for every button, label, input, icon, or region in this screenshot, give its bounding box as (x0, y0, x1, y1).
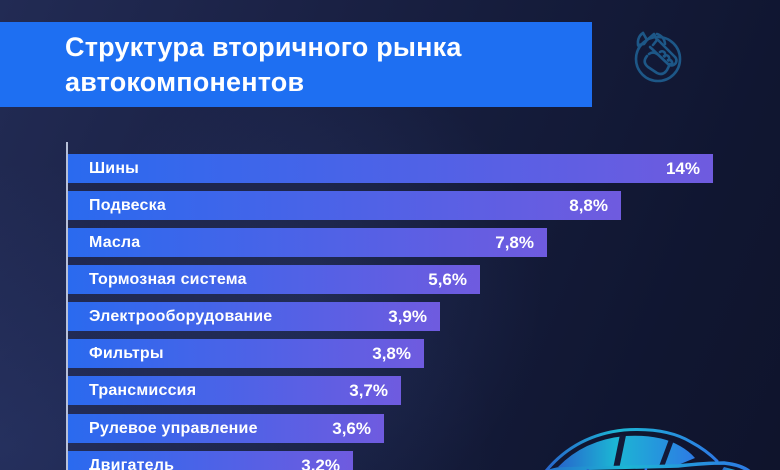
bar-category-label: Электрооборудование (89, 307, 273, 325)
chart-axis-line (66, 142, 68, 470)
bar-row: Двигатель 3,2% (68, 451, 353, 470)
bar-category-label: Масла (89, 233, 141, 251)
bar-row: Электрооборудование 3,9% (68, 302, 440, 331)
bar-row: Масла 7,8% (68, 228, 547, 257)
page-title-line1: Структура вторичного рынка (65, 31, 462, 62)
bar-row: Тормозная система 5,6% (68, 265, 480, 294)
bar-value-label: 3,8% (372, 343, 411, 363)
bar-value-label: 3,9% (388, 306, 427, 326)
bar-value-label: 5,6% (428, 269, 467, 289)
bar-value-label: 3,6% (332, 418, 371, 438)
bar-category-label: Подвеска (89, 196, 166, 214)
bar-row: Рулевое управление 3,6% (68, 414, 384, 443)
bar-row: Фильтры 3,8% (68, 339, 424, 368)
bar-row: Трансмиссия 3,7% (68, 376, 401, 405)
bar-category-label: Шины (89, 159, 140, 177)
bar-category-label: Трансмиссия (89, 381, 197, 399)
bar-category-label: Фильтры (89, 344, 164, 362)
page-title-line2: автокомпонентов (65, 66, 305, 97)
bar-category-label: Двигатель (89, 456, 175, 470)
bar-value-label: 3,7% (349, 380, 388, 400)
bar-value-label: 14% (665, 158, 700, 178)
bar-row: Подвеска 8,8% (68, 191, 621, 220)
header-box: Структура вторичного рынка автокомпонент… (0, 22, 592, 107)
bar-value-label: 8,8% (569, 195, 608, 215)
bar-category-label: Тормозная система (89, 270, 247, 288)
hand-holding-wrench-icon (634, 31, 682, 83)
bar-category-label: Рулевое управление (89, 419, 258, 437)
bar-value-label: 7,8% (495, 232, 534, 252)
bar-row: Шины 14% (68, 154, 713, 183)
bar-value-label: 3,2% (301, 455, 340, 470)
car-silhouette-icon (544, 428, 751, 470)
